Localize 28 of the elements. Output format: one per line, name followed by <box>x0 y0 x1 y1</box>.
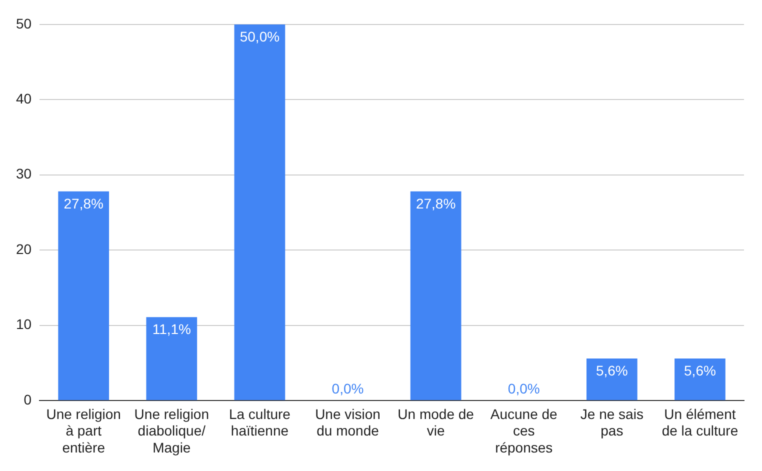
x-tick-label: Une vision du monde <box>315 406 380 439</box>
y-tick-label: 50 <box>16 15 32 32</box>
data-label: 0,0% <box>332 380 364 396</box>
data-label: 5,6% <box>684 362 716 378</box>
data-label: 27,8% <box>64 195 104 212</box>
bar <box>410 191 462 400</box>
x-tick-label: La culture haïtienne <box>228 406 291 439</box>
x-tick-label: Un mode de vie <box>398 406 474 439</box>
data-label: 11,1% <box>152 320 191 337</box>
x-tick-label: Je ne sais pas <box>580 406 644 439</box>
bar <box>586 358 638 400</box>
x-tick-label: Aucune de ces réponses <box>490 406 558 456</box>
y-tick-label: 0 <box>24 391 32 408</box>
y-tick-label: 40 <box>16 90 32 106</box>
bar <box>674 358 726 400</box>
bar <box>58 191 110 400</box>
data-label: 0,0% <box>508 380 540 396</box>
x-tick-label: Une religion à part entière <box>46 406 121 456</box>
x-tick-label: Un élément de la culture <box>662 406 738 439</box>
data-label: 27,8% <box>416 195 456 212</box>
data-label: 50,0% <box>240 28 280 44</box>
bar <box>234 24 286 400</box>
y-tick-label: 30 <box>16 166 32 182</box>
y-tick-label: 10 <box>16 316 32 332</box>
x-tick-label: Une religion diabolique/ Magie <box>134 406 210 456</box>
bar <box>146 317 198 400</box>
y-tick-label: 20 <box>16 240 32 257</box>
data-label: 5,6% <box>596 362 628 378</box>
